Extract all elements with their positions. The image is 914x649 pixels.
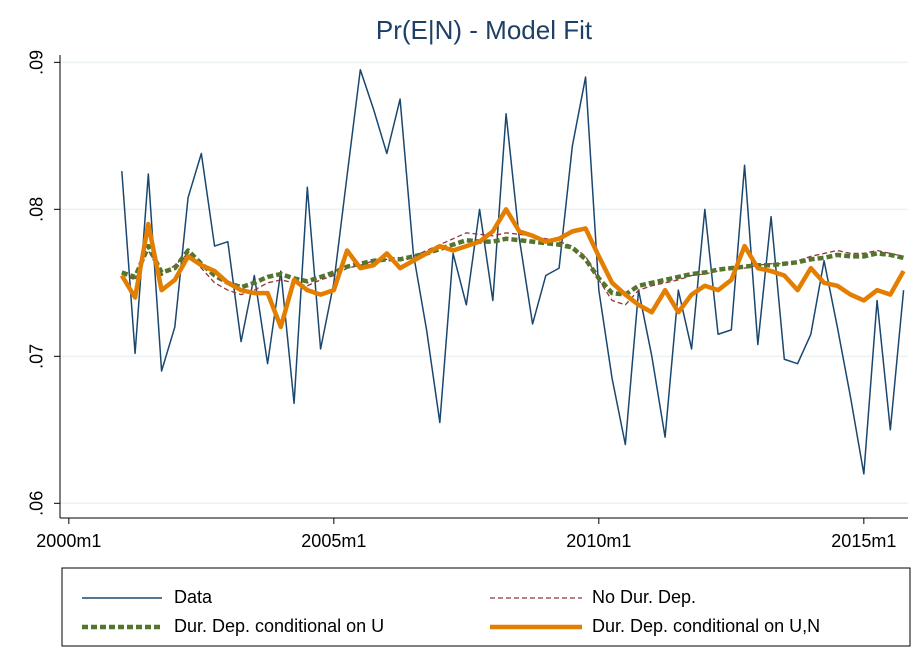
legend-label: No Dur. Dep.: [592, 587, 696, 607]
series-line: [119, 207, 906, 330]
series-line: [121, 236, 905, 297]
y-tick-label: .06: [27, 491, 47, 516]
y-tick-label: .08: [27, 197, 47, 222]
x-tick-label: 2005m1: [301, 531, 366, 551]
chart-title: Pr(E|N) - Model Fit: [376, 15, 593, 45]
x-tick-label: 2015m1: [831, 531, 896, 551]
legend-label: Dur. Dep. conditional on U,N: [592, 616, 820, 636]
x-tick-label: 2000m1: [36, 531, 101, 551]
x-tick-label: 2010m1: [566, 531, 631, 551]
series-line: [121, 232, 904, 306]
legend-label: Dur. Dep. conditional on U: [174, 616, 384, 636]
y-tick-label: .07: [27, 344, 47, 369]
series-line: [121, 68, 905, 475]
legend-label: Data: [174, 587, 213, 607]
y-tick-label: .09: [27, 50, 47, 75]
legend-box: [61, 567, 911, 647]
